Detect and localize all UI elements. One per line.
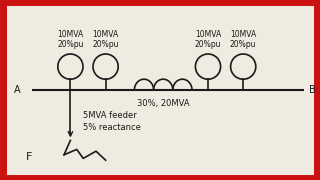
Text: 10MVA: 10MVA <box>57 30 84 39</box>
Text: A: A <box>14 85 21 95</box>
Text: F: F <box>26 152 32 162</box>
Text: 10MVA: 10MVA <box>230 30 256 39</box>
Text: 10MVA: 10MVA <box>195 30 221 39</box>
Text: 5MVA feeder: 5MVA feeder <box>83 111 137 120</box>
Text: 5% reactance: 5% reactance <box>83 123 141 132</box>
Text: 20%pu: 20%pu <box>57 40 84 49</box>
Text: 10MVA: 10MVA <box>92 30 119 39</box>
Text: 20%pu: 20%pu <box>230 40 256 49</box>
Text: 30%, 20MVA: 30%, 20MVA <box>137 99 189 108</box>
Text: 20%pu: 20%pu <box>92 40 119 49</box>
Text: 20%pu: 20%pu <box>195 40 221 49</box>
Text: B: B <box>309 85 316 95</box>
